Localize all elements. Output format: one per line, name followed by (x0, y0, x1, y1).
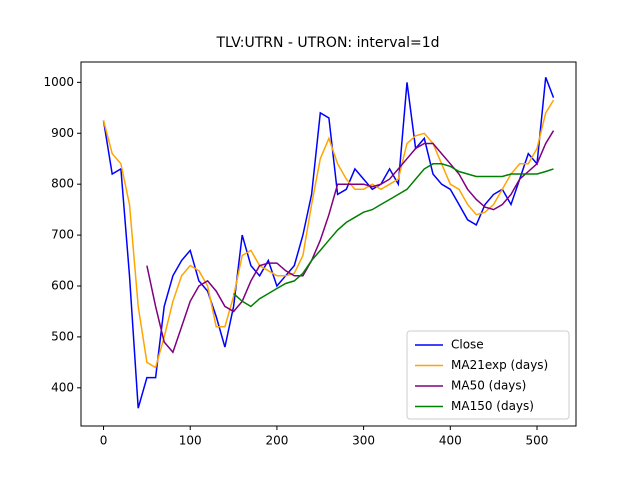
y-tick-label: 900 (51, 126, 74, 140)
axes-frame (80, 61, 577, 427)
x-tick-label: 500 (526, 434, 549, 448)
series-line (102, 77, 555, 409)
y-tick-label: 500 (51, 329, 74, 343)
series-line (233, 163, 554, 308)
y-tick-label: 700 (51, 228, 74, 242)
x-tick-label: 0 (100, 434, 108, 448)
legend-label: MA21exp (days) (451, 358, 548, 372)
series-line (146, 130, 555, 354)
y-tick-label: 600 (51, 279, 74, 293)
x-tick-label: 200 (265, 434, 288, 448)
y-tick-label: 800 (51, 177, 74, 191)
chart-title: TLV:UTRN - UTRON: interval=1d (215, 35, 439, 51)
legend-label: MA50 (days) (451, 379, 526, 393)
legend-box (406, 330, 570, 420)
x-tick-label: 400 (439, 434, 462, 448)
y-tick-label: 1000 (43, 75, 74, 89)
x-tick-label: 300 (352, 434, 375, 448)
legend-label: MA150 (days) (451, 399, 534, 413)
x-tick-label: 100 (179, 434, 202, 448)
series-line (102, 99, 555, 369)
legend-label: Close (451, 338, 484, 352)
y-tick-label: 400 (51, 380, 74, 394)
